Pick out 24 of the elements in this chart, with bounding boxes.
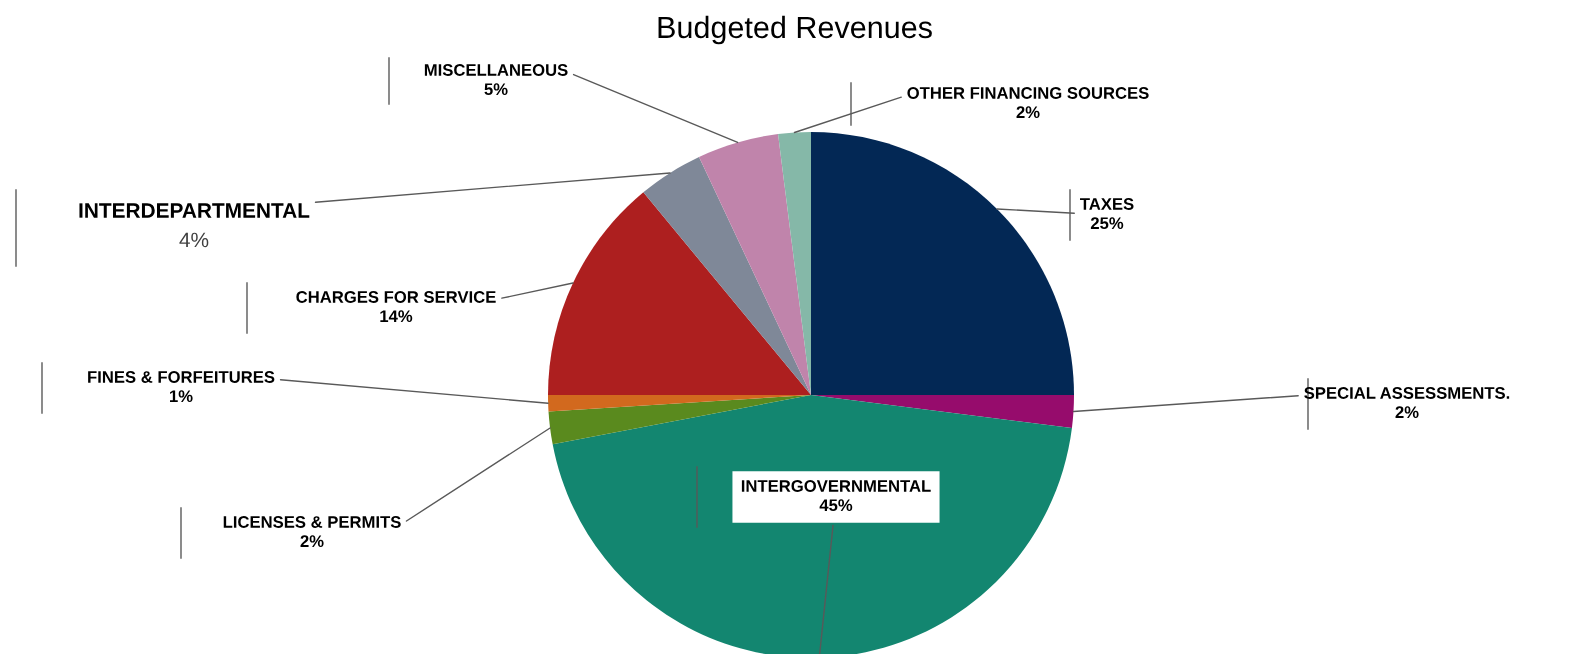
slice-label: MISCELLANEOUS: [424, 64, 568, 76]
slice-label: CHARGES FOR SERVICE: [296, 291, 496, 303]
pie-slice: [699, 134, 811, 395]
pie-slice: [548, 395, 811, 445]
data-label: 25%: [1090, 217, 1124, 230]
pie-slice: [811, 132, 1074, 395]
data-label: 14%: [380, 310, 413, 323]
slice-label: SPECIAL ASSESSMENTS.: [1304, 387, 1510, 399]
data-label: 45%: [819, 499, 853, 512]
chart-title: Budgeted Revenues: [658, 15, 932, 45]
pie-slice: [548, 192, 811, 395]
slice-label: FINES & FORFEITURES: [88, 371, 275, 383]
slice-label: LICENSES & PERMITS: [223, 516, 401, 528]
slice-label: OTHER FINANCING SOURCES: [907, 87, 1149, 99]
slice-label: TAXES: [1080, 198, 1134, 210]
data-label: 1%: [170, 390, 193, 403]
slice-label: INTERGOVERNMENTAL: [741, 480, 931, 492]
slice-label: INTERDEPARTMENTAL: [79, 203, 310, 218]
data-label: 4%: [179, 232, 209, 248]
pie-slice: [643, 157, 811, 395]
data-label: 2%: [1016, 106, 1040, 119]
data-label: 5%: [484, 83, 508, 96]
data-label: 2%: [300, 535, 324, 548]
data-label: 2%: [1395, 406, 1419, 419]
